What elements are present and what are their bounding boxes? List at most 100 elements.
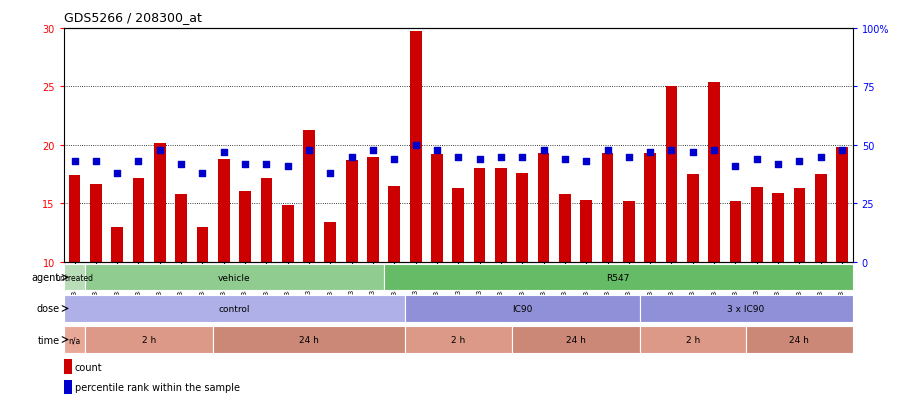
Bar [85, 265, 384, 291]
Bar [772, 193, 783, 262]
Text: 2 h: 2 h [142, 335, 156, 344]
Bar [745, 327, 852, 353]
Bar [68, 176, 80, 262]
Point [557, 156, 571, 163]
Text: 24 h: 24 h [565, 335, 585, 344]
Bar [750, 188, 762, 262]
Bar [261, 178, 272, 262]
Point [599, 147, 614, 154]
Point [451, 154, 466, 161]
Point [152, 147, 167, 154]
Bar [218, 159, 230, 262]
Point [727, 163, 742, 170]
Point [408, 142, 423, 149]
Point [386, 156, 401, 163]
Bar [473, 169, 485, 262]
Point [302, 147, 316, 154]
Point [536, 147, 550, 154]
Bar [111, 227, 123, 262]
Bar [367, 157, 378, 262]
Point [749, 156, 763, 163]
Text: 2 h: 2 h [685, 335, 699, 344]
Bar [431, 155, 443, 262]
Point [515, 154, 529, 161]
Bar [384, 265, 852, 291]
Point [642, 149, 657, 156]
Bar [90, 184, 101, 262]
Bar [835, 148, 847, 262]
Point [67, 159, 82, 165]
Text: control: control [219, 304, 250, 313]
Bar [132, 178, 144, 262]
Bar [64, 380, 72, 394]
Point [813, 154, 827, 161]
Bar [409, 32, 421, 262]
Text: 2 h: 2 h [451, 335, 465, 344]
Bar [452, 189, 464, 262]
Point [280, 163, 294, 170]
Point [472, 156, 486, 163]
Bar [686, 175, 698, 262]
Bar [64, 327, 85, 353]
Text: 24 h: 24 h [789, 335, 808, 344]
Point [834, 147, 848, 154]
Point [792, 159, 806, 165]
Point [109, 170, 124, 177]
Bar [213, 327, 404, 353]
Bar [64, 265, 85, 291]
Bar [175, 195, 187, 262]
Point [706, 147, 721, 154]
Point [195, 170, 210, 177]
Point [131, 159, 146, 165]
Text: untreated: untreated [56, 273, 94, 282]
Bar [537, 154, 548, 262]
Bar [154, 143, 166, 262]
Bar [579, 200, 591, 262]
Bar [622, 202, 634, 262]
Bar [388, 186, 400, 262]
Point [493, 154, 507, 161]
Text: IC90: IC90 [511, 304, 532, 313]
Bar [793, 189, 804, 262]
Point [685, 149, 700, 156]
Bar [601, 154, 613, 262]
Point [322, 170, 337, 177]
Point [365, 147, 380, 154]
Bar [639, 327, 745, 353]
Text: time: time [37, 335, 60, 345]
Text: 3 x IC90: 3 x IC90 [727, 304, 764, 313]
Bar [64, 296, 404, 322]
Bar [324, 223, 336, 262]
Point [770, 161, 784, 168]
Point [238, 161, 252, 168]
Bar [85, 327, 213, 353]
Bar [281, 205, 293, 262]
Bar [404, 327, 511, 353]
Bar [239, 191, 251, 262]
Point [578, 159, 593, 165]
Bar [729, 202, 741, 262]
Text: 24 h: 24 h [299, 335, 319, 344]
Text: n/a: n/a [68, 335, 80, 344]
Text: dose: dose [36, 304, 60, 314]
Point [174, 161, 189, 168]
Point [216, 149, 230, 156]
Point [344, 154, 359, 161]
Bar [197, 227, 208, 262]
Bar [814, 175, 825, 262]
Text: percentile rank within the sample: percentile rank within the sample [75, 382, 240, 392]
Bar [665, 87, 677, 262]
Bar [495, 169, 507, 262]
Point [259, 161, 273, 168]
Bar [345, 161, 357, 262]
Point [429, 147, 444, 154]
Bar [302, 131, 314, 262]
Text: agent: agent [32, 273, 60, 283]
Point [621, 154, 636, 161]
Text: count: count [75, 362, 102, 372]
Bar [404, 296, 639, 322]
Bar [511, 327, 639, 353]
Bar [708, 83, 719, 262]
Text: GDS5266 / 208300_at: GDS5266 / 208300_at [64, 11, 201, 24]
Bar [64, 359, 72, 374]
